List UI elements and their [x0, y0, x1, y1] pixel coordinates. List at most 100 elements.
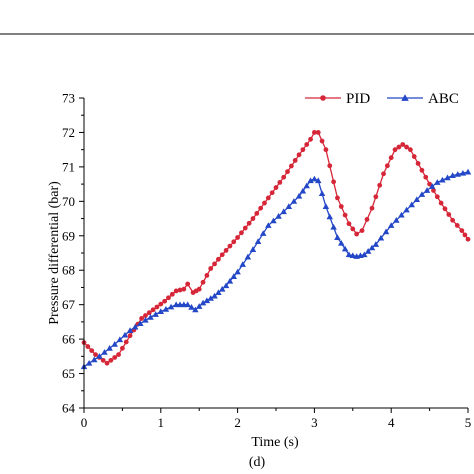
- pid-marker: [364, 217, 370, 222]
- axes: 64 65 66 67 68 69 70 71 72 73 0 1 2 3 4 5: [62, 91, 471, 431]
- pid-marker: [158, 301, 164, 307]
- y-tick-label: 66: [62, 332, 76, 347]
- legend-label-pid: PID: [346, 91, 370, 107]
- pid-marker: [396, 144, 402, 150]
- abc-marker: [218, 285, 226, 292]
- abc-marker: [207, 295, 214, 301]
- legend-item-abc: ABC: [387, 91, 459, 107]
- pid-marker: [154, 304, 160, 310]
- pid-marker: [173, 288, 179, 294]
- pid-marker: [150, 307, 156, 313]
- y-tick-label: 73: [62, 91, 75, 106]
- x-tick-label: 0: [81, 415, 88, 430]
- abc-marker: [464, 168, 472, 175]
- abc-marker: [303, 182, 310, 189]
- abc-marker: [434, 179, 441, 185]
- pid-marker: [381, 171, 386, 177]
- pid-marker: [434, 194, 440, 200]
- abc-marker: [244, 253, 252, 260]
- y-tick-label: 65: [62, 366, 75, 381]
- abc-marker: [90, 356, 98, 363]
- pid-marker: [296, 152, 302, 158]
- abc-marker: [254, 238, 262, 244]
- abc-marker: [249, 246, 257, 252]
- pid-marker: [465, 236, 471, 242]
- abc-marker: [230, 273, 238, 279]
- pid-marker: [415, 161, 421, 166]
- abc-marker: [147, 314, 154, 320]
- abc-marker: [222, 282, 230, 289]
- abc-marker: [96, 353, 103, 359]
- pid-marker: [408, 147, 413, 153]
- abc-marker: [131, 323, 139, 330]
- pid-marker: [438, 200, 444, 206]
- pid-marker: [377, 182, 383, 188]
- pid-marker: [384, 163, 390, 169]
- abc-marker: [398, 211, 405, 218]
- abc-marker: [167, 303, 175, 310]
- pid-marker: [354, 231, 360, 237]
- pid-marker: [427, 181, 432, 187]
- pid-marker: [338, 204, 344, 209]
- pid-marker: [281, 174, 287, 180]
- abc-marker: [215, 289, 222, 296]
- pid-marker: [404, 144, 409, 150]
- pid-marker: [246, 220, 252, 226]
- abc-marker: [364, 248, 372, 254]
- pid-marker: [216, 256, 221, 262]
- abc-marker: [162, 306, 170, 312]
- abc-marker: [126, 327, 134, 333]
- pid-marker: [116, 352, 121, 358]
- pid-marker: [89, 348, 95, 353]
- y-tick-label: 68: [62, 263, 75, 278]
- abc-marker: [382, 228, 390, 235]
- abc-marker: [299, 187, 307, 194]
- abc-marker: [408, 201, 415, 208]
- abc-marker: [192, 306, 199, 313]
- abc-marker: [142, 316, 149, 323]
- x-tick-label: 2: [234, 415, 241, 430]
- abc-marker: [314, 177, 322, 184]
- abc-marker: [387, 222, 395, 228]
- pid-marker: [93, 352, 98, 358]
- pid-marker: [319, 138, 325, 144]
- abc-marker: [428, 183, 436, 189]
- abc-marker: [199, 299, 207, 306]
- abc-marker: [413, 196, 421, 203]
- pid-marker: [392, 147, 398, 153]
- pid-marker: [269, 190, 275, 196]
- pid-marker: [120, 345, 125, 351]
- pid-marker: [320, 95, 326, 101]
- abc-marker: [449, 172, 456, 178]
- abc-marker: [211, 292, 218, 299]
- abc-marker: [345, 251, 353, 258]
- abc-marker: [285, 203, 293, 209]
- pid-marker: [108, 357, 114, 363]
- abc-marker: [280, 208, 287, 215]
- abc-marker: [101, 349, 108, 355]
- abc-marker: [152, 311, 159, 317]
- abc-marker: [157, 308, 165, 314]
- pid-marker: [454, 223, 460, 228]
- abc-marker: [372, 241, 380, 247]
- abc-marker: [334, 234, 341, 240]
- abc-marker: [341, 245, 349, 252]
- abc-marker: [188, 304, 195, 310]
- pid-marker: [462, 232, 468, 238]
- abc-marker: [203, 297, 211, 304]
- pid-marker: [181, 286, 187, 292]
- y-tick-label: 71: [62, 159, 75, 174]
- pid-marker: [304, 142, 310, 147]
- pid-marker: [169, 291, 175, 297]
- abc-marker: [106, 345, 113, 351]
- abc-marker: [368, 244, 376, 251]
- pid-marker: [242, 225, 248, 231]
- figure-caption: (d): [249, 455, 266, 470]
- abc-marker: [85, 359, 93, 366]
- y-tick-label: 72: [62, 125, 75, 140]
- pid-marker: [323, 147, 329, 153]
- pid-marker: [373, 194, 379, 200]
- pid-line: [83, 131, 469, 365]
- abc-marker: [311, 175, 318, 182]
